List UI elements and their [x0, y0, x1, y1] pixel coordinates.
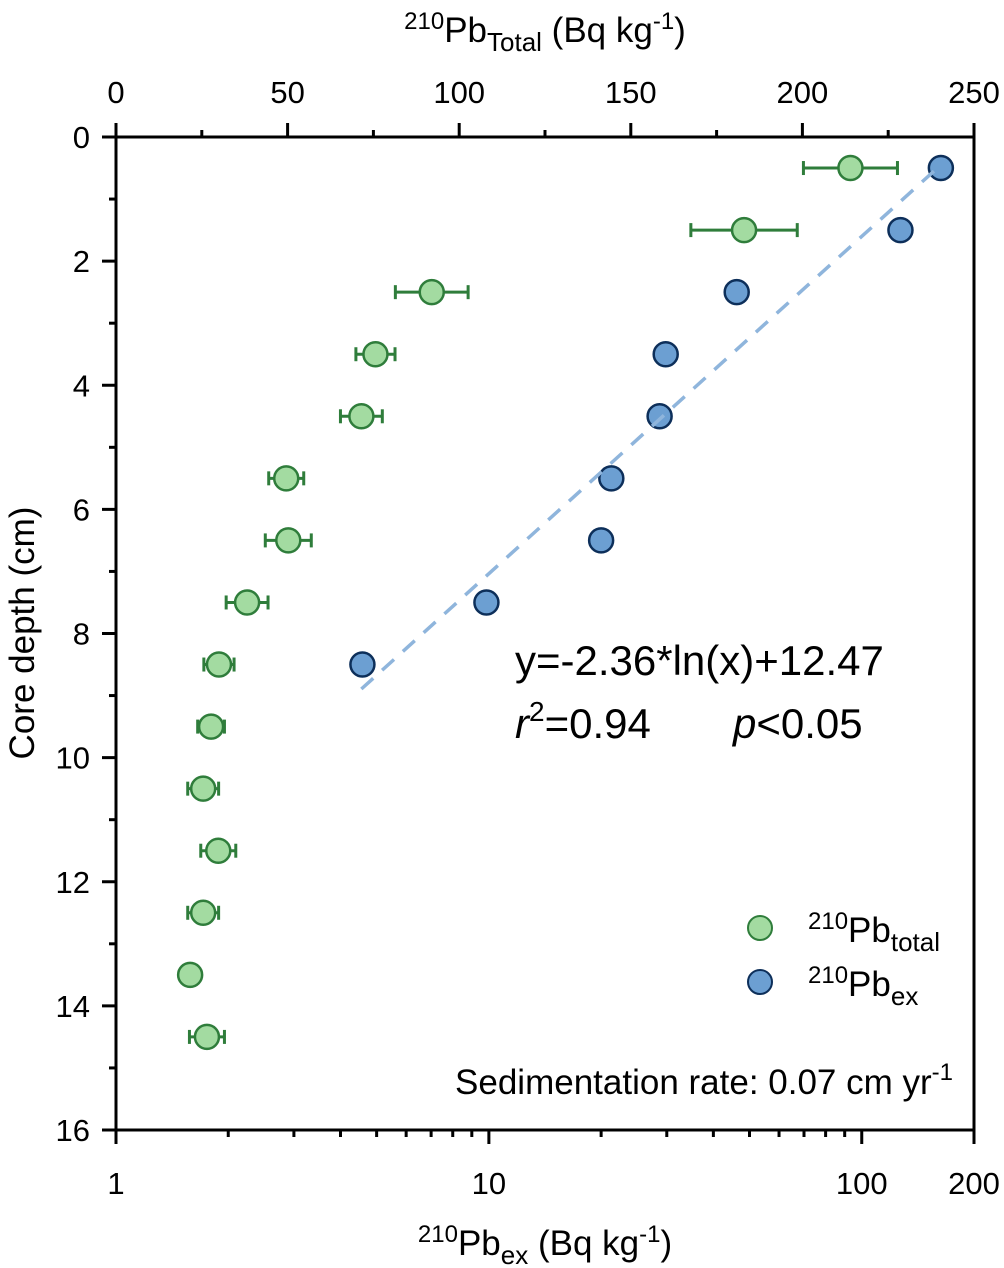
marker-total	[275, 527, 302, 554]
marker-total	[205, 837, 232, 864]
top-tick-label: 150	[605, 75, 657, 110]
y-tick-label: 10	[56, 741, 90, 776]
top-tick-label: 250	[948, 75, 1000, 110]
data-point-total	[354, 340, 397, 368]
y-tick-label: 12	[56, 865, 90, 900]
top-tick-label: 100	[433, 75, 485, 110]
bottom-tick-label: 100	[836, 1166, 888, 1201]
marker-ex	[349, 651, 376, 678]
marker-total	[272, 465, 300, 492]
top-tick-label: 200	[777, 75, 829, 110]
legend-marker-total	[747, 915, 773, 941]
data-point-total	[224, 589, 270, 616]
marker-total	[197, 713, 225, 740]
marker-total	[233, 589, 261, 616]
marker-total	[348, 403, 375, 430]
data-point-total	[196, 713, 226, 740]
marker-total	[837, 154, 864, 182]
series-pb-total	[176, 154, 899, 1051]
marker-ex	[723, 278, 750, 306]
equation-annotation: y=-2.36*ln(x)+12.47	[515, 637, 884, 684]
data-point-total	[801, 154, 899, 182]
marker-total	[205, 651, 233, 678]
data-point-total	[199, 837, 238, 864]
r2-annotation: r2=0.94	[515, 696, 651, 747]
marker-total	[189, 775, 217, 802]
marker-total	[362, 340, 389, 368]
y-tick-label: 0	[73, 120, 90, 155]
y-tick-label: 4	[73, 368, 90, 403]
data-point-total	[263, 527, 313, 554]
marker-total	[189, 899, 217, 927]
y-axis-title: Core depth (cm)	[3, 507, 42, 760]
legend-label-total: 210Pbtotal	[808, 908, 940, 957]
y-tick-label: 8	[73, 617, 90, 652]
data-point-total	[186, 899, 221, 927]
marker-ex	[473, 589, 500, 616]
bottom-tick-label: 200	[948, 1166, 1000, 1201]
top-axis-title: 210PbTotal (Bq kg-1)	[404, 8, 686, 57]
marker-total	[193, 1023, 221, 1051]
bottom-tick-label: 1	[107, 1166, 124, 1201]
y-tick-label: 6	[73, 492, 90, 527]
legend-label-ex: 210Pbex	[808, 962, 918, 1011]
y-tick-label: 2	[73, 244, 90, 279]
series-pb-ex	[349, 154, 955, 678]
y-tick-label: 14	[56, 989, 90, 1024]
left-axis: 0 2 4 6 8 10 12 14 16	[56, 120, 116, 1148]
top-tick-label: 0	[107, 75, 124, 110]
marker-ex	[598, 465, 625, 492]
data-point-total	[689, 216, 799, 244]
marker-total	[176, 961, 204, 989]
bottom-axis-title: 210Pbex (Bq kg-1)	[418, 1221, 672, 1268]
marker-ex	[646, 403, 673, 430]
regression-fit-line	[360, 163, 943, 691]
sedimentation-rate-annotation: Sedimentation rate: 0.07 cm yr-1	[455, 1059, 953, 1102]
marker-ex	[587, 527, 615, 554]
data-point-total	[202, 651, 236, 678]
y-tick-label: 16	[56, 1113, 90, 1148]
marker-total	[418, 278, 445, 306]
p-annotation: p<0.05	[731, 700, 863, 747]
data-point-total	[186, 775, 221, 802]
bottom-tick-label: 10	[472, 1166, 506, 1201]
marker-ex	[652, 340, 679, 368]
fit-line-path	[360, 163, 943, 691]
data-point-total	[267, 465, 306, 492]
marker-ex	[927, 154, 955, 182]
data-point-total	[176, 961, 204, 989]
bottom-axis: 1 10 100 200	[107, 1130, 1000, 1201]
marker-total	[730, 216, 758, 244]
data-point-total	[338, 403, 384, 430]
legend-marker-ex	[747, 969, 773, 995]
legend: 210Pbtotal 210Pbex	[747, 908, 940, 1011]
data-point-total	[393, 278, 470, 306]
marker-ex	[887, 216, 914, 244]
top-tick-label: 50	[270, 75, 304, 110]
data-point-total	[187, 1023, 226, 1051]
top-axis: 0 50 100 150 200 250	[107, 75, 1000, 137]
